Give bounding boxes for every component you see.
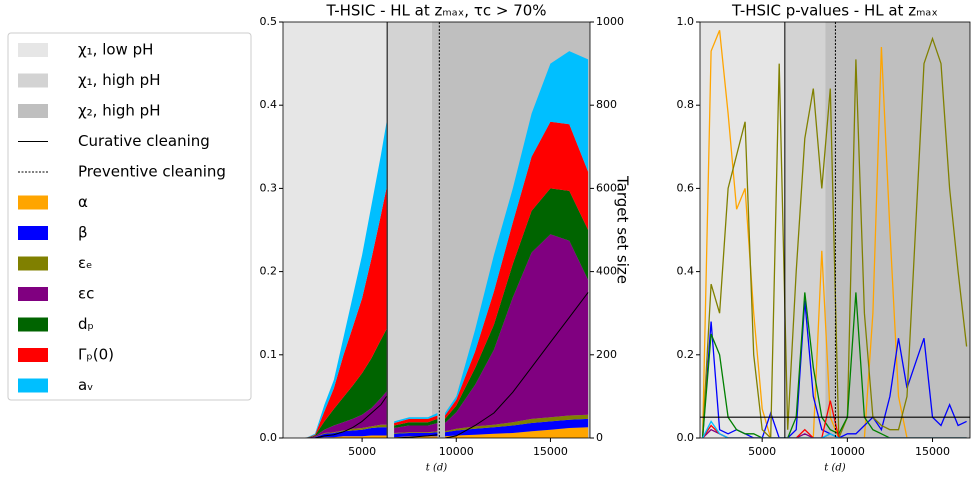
line-series	[701, 292, 967, 438]
legend-swatch	[18, 256, 48, 271]
y-tick-label: 0.6	[677, 181, 695, 194]
area-series	[305, 427, 589, 438]
chart-title: T-HSIC p-values - HL at zₘₐₓ	[731, 2, 938, 20]
area-series	[305, 51, 589, 438]
area-series	[305, 121, 589, 438]
legend-label: dₚ	[78, 315, 94, 333]
legend-label: aᵥ	[78, 376, 93, 394]
y-tick-label: 0.2	[260, 265, 278, 278]
line-series	[702, 400, 967, 438]
y-tick-label: 0.4	[677, 265, 695, 278]
y2-tick-label: 200	[596, 348, 617, 361]
y-tick-label: 1.0	[677, 15, 695, 28]
legend-label: χ₁, low pH	[78, 41, 153, 59]
x-tick-label: 5000	[348, 445, 376, 458]
x-tick-label: 5000	[748, 445, 776, 458]
x-axis-label: t (d)	[824, 463, 846, 474]
legend-label: β	[78, 224, 88, 242]
legend-swatch	[18, 226, 48, 240]
legend-swatch	[18, 195, 48, 210]
legend-swatch	[18, 287, 48, 301]
y2-tick-label: 400	[596, 265, 617, 278]
y-tick-label: 0.0	[677, 431, 695, 444]
legend-label: εₑ	[78, 254, 92, 272]
legend-swatch	[18, 43, 48, 57]
legend-label: Γₚ(0)	[78, 346, 114, 364]
legend: χ₁, low pH χ₁, high pH χ₂, high pH Curative…	[7, 32, 252, 401]
y-tick-label: 0.4	[260, 98, 278, 111]
legend-label: α	[78, 193, 88, 211]
y-tick-label: 0.3	[260, 181, 278, 194]
region	[700, 22, 785, 438]
area-series	[305, 188, 589, 438]
legend-swatch	[18, 348, 48, 362]
x-axis-label: t (d)	[426, 463, 448, 474]
y2-axis-label: Target set size	[614, 175, 632, 284]
line-series	[702, 420, 967, 438]
y-tick-label: 0.8	[677, 98, 695, 111]
area-series	[305, 234, 589, 438]
y2-tick-label: 1000	[596, 15, 624, 28]
legend-swatch	[18, 378, 48, 393]
legend-label: χ₂, high pH	[78, 102, 161, 120]
plot-area	[700, 22, 970, 438]
axes-frame	[699, 21, 971, 439]
legend-label: Preventive cleaning	[78, 163, 226, 181]
chart-title: T-HSIC - HL at zₘₐₓ, τc > 70%	[325, 2, 546, 20]
x-tick-label: 10000	[439, 445, 474, 458]
axes-frame	[282, 21, 591, 439]
region	[387, 22, 432, 438]
y-tick-label: 0.1	[260, 348, 278, 361]
y-tick-label: 0.2	[677, 348, 695, 361]
x-tick-label: 15000	[915, 445, 950, 458]
area-series	[305, 418, 589, 438]
y2-tick-label: 800	[596, 98, 617, 111]
y-tick-label: 0.0	[260, 431, 278, 444]
legend-swatch	[18, 73, 48, 88]
legend-frame	[7, 32, 252, 401]
y-tick-label: 0.5	[260, 15, 278, 28]
x-tick-label: 15000	[533, 445, 568, 458]
x-tick-label: 10000	[830, 445, 865, 458]
line-series	[701, 30, 967, 438]
region	[825, 22, 970, 438]
area-series	[305, 414, 589, 438]
legend-swatch	[18, 104, 48, 118]
line-series	[701, 36, 968, 438]
plot-area	[283, 22, 590, 438]
y2-tick-label: 600	[596, 181, 617, 194]
legend-label: χ₁, high pH	[78, 71, 161, 89]
legend-label: Curative cleaning	[78, 132, 210, 150]
legend-label: εc	[78, 285, 94, 303]
y2-tick-label: 0	[596, 431, 603, 444]
legend-swatch	[18, 317, 48, 332]
